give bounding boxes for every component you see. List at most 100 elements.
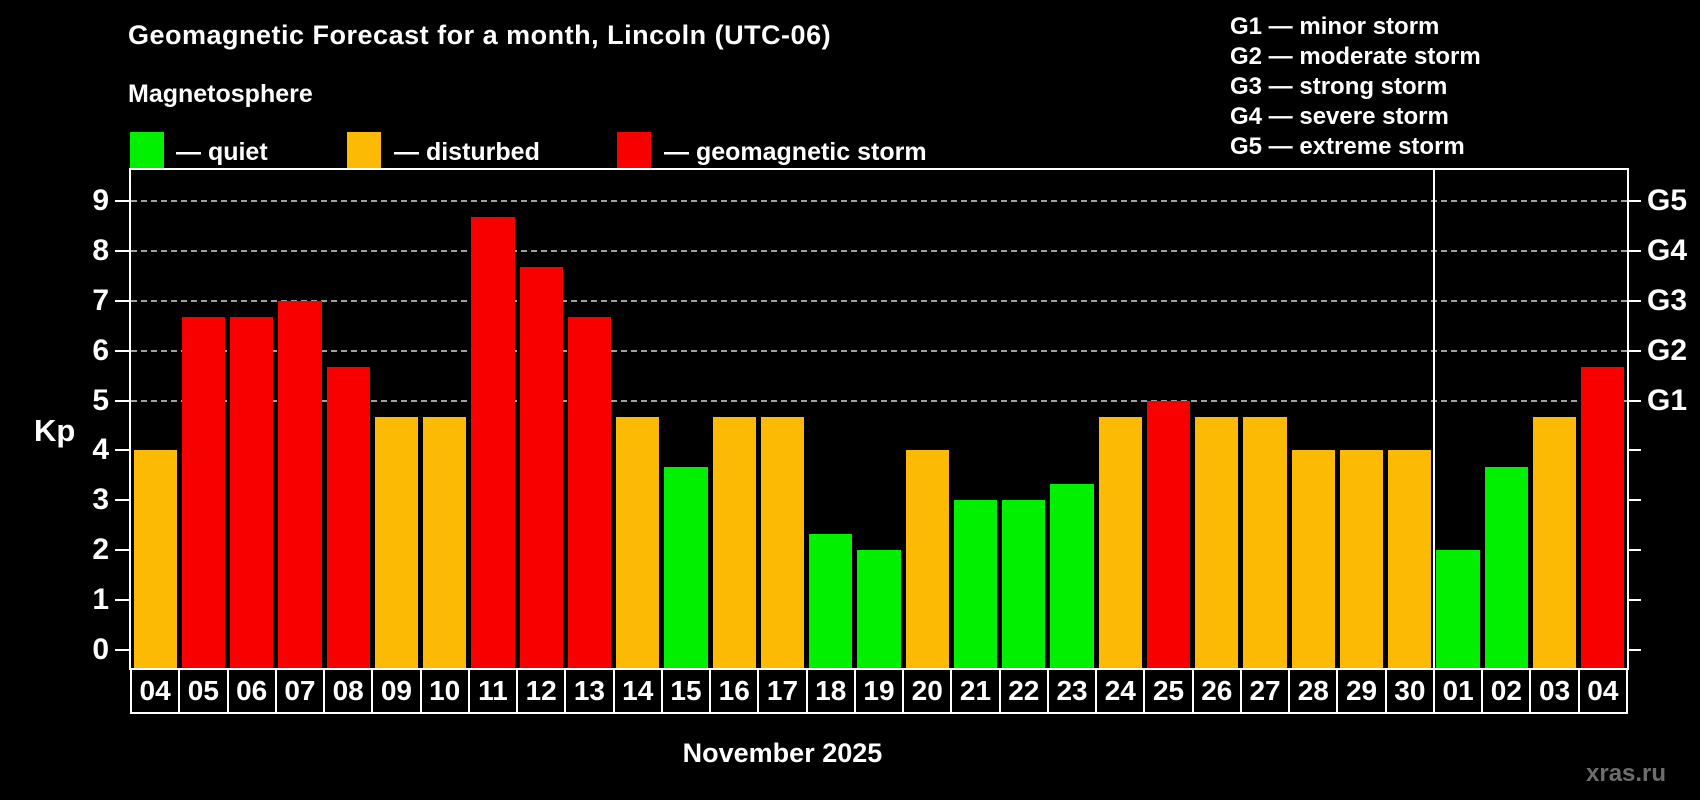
quiet-legend-label: — quiet (176, 138, 268, 166)
y-axis-title: Kp (34, 412, 76, 448)
date-label: 29 (1336, 668, 1387, 714)
date-label: 24 (1095, 668, 1146, 714)
y-axis-tick (115, 549, 129, 552)
kp-bar (1436, 550, 1480, 668)
kp-bar (1050, 483, 1094, 668)
date-label: 18 (805, 668, 856, 714)
g-axis-tick (1627, 199, 1641, 202)
date-label: 03 (1529, 668, 1580, 714)
g-axis-label-g1: G1 (1647, 383, 1688, 417)
kp-bar (1484, 466, 1528, 668)
month-separator-line (1432, 170, 1435, 668)
date-label: 26 (1191, 668, 1242, 714)
g-axis-tick (1627, 599, 1641, 602)
date-label: 27 (1239, 668, 1291, 714)
date-label: 08 (323, 668, 374, 714)
y-axis-tick-label: 3 (92, 483, 109, 517)
g-axis-tick (1627, 649, 1641, 652)
kp-bar (326, 367, 370, 668)
date-label: 04 (1577, 668, 1628, 714)
date-label: 22 (998, 668, 1049, 714)
y-axis-tick-label: 1 (92, 583, 109, 617)
kp-bar (1243, 417, 1287, 668)
y-axis-tick-label: 9 (92, 183, 109, 217)
kp-bar (905, 450, 949, 668)
date-label: 09 (371, 668, 422, 714)
g-axis-tick (1627, 249, 1641, 252)
g3-legend-line: G3 — strong storm (1230, 73, 1448, 100)
y-axis-tick (115, 599, 129, 602)
date-label: 25 (1143, 668, 1194, 714)
x-axis-month-label: November 2025 (682, 738, 883, 768)
kp-bar (1146, 400, 1191, 668)
y-axis-tick (115, 199, 129, 202)
kp-bar (230, 317, 274, 668)
kp-bar (471, 217, 515, 668)
quiet-color-swatch (130, 132, 164, 168)
kp-bar (760, 417, 805, 668)
kp-bar (1195, 417, 1239, 668)
kp-bar (567, 317, 612, 668)
date-label: 15 (660, 668, 712, 714)
chart-subtitle: Magnetosphere (128, 80, 313, 108)
kp-bar (1291, 450, 1335, 668)
y-axis-tick (115, 449, 129, 452)
y-axis-tick (115, 349, 129, 352)
date-label: 06 (226, 668, 277, 714)
date-label: 14 (612, 668, 663, 714)
y-axis-tick (115, 399, 129, 402)
g-axis-label-g2: G2 (1647, 333, 1688, 367)
date-label: 28 (1288, 668, 1339, 714)
plot-area (129, 168, 1629, 670)
kp-bar (519, 267, 563, 668)
g2-legend-line: G2 — moderate storm (1230, 43, 1481, 70)
g-axis-tick (1627, 449, 1641, 452)
chart-title: Geomagnetic Forecast for a month, Lincol… (128, 20, 832, 50)
y-axis-tick (115, 649, 129, 652)
kp-bar (1002, 500, 1046, 668)
kp-bar (616, 417, 660, 668)
date-label: 30 (1384, 668, 1435, 714)
y-axis-tick-label: 0 (92, 633, 109, 667)
date-label: 21 (950, 668, 1001, 714)
kp-bar (664, 466, 708, 668)
disturbed-color-swatch (347, 132, 381, 168)
kp-bar (1339, 450, 1384, 668)
g-axis-label-g4: G4 (1647, 233, 1688, 267)
g5-legend-line: G5 — extreme storm (1230, 133, 1465, 160)
y-axis-tick-label: 8 (92, 233, 109, 267)
kp-bar (181, 317, 225, 668)
kp-bar (374, 417, 419, 668)
gridline-kp-6 (131, 349, 1627, 352)
date-label: 10 (419, 668, 470, 714)
gridline-kp-5 (131, 399, 1627, 402)
storm-color-swatch (617, 132, 651, 168)
date-label: 11 (467, 668, 519, 714)
g-axis-tick (1627, 549, 1641, 552)
gridline-kp-9 (131, 199, 1627, 202)
storm-legend-label: — geomagnetic storm (664, 138, 927, 166)
g-scale-legend: G1 — minor storm G2 — moderate storm G3 … (1230, 12, 1481, 162)
kp-bar (278, 300, 322, 668)
date-label: 02 (1481, 668, 1532, 714)
gridline-kp-8 (131, 249, 1627, 252)
date-label: 16 (709, 668, 760, 714)
kp-bar (1098, 417, 1142, 668)
disturbed-legend-label: — disturbed (394, 138, 540, 166)
g1-legend-line: G1 — minor storm (1230, 13, 1440, 40)
date-label: 13 (564, 668, 615, 714)
watermark: xras.ru (1586, 760, 1667, 787)
kp-bar (423, 417, 467, 668)
kp-bar (712, 417, 756, 668)
g-axis-label-g5: G5 (1647, 183, 1688, 217)
date-label: 20 (902, 668, 953, 714)
kp-bar (1388, 450, 1432, 668)
y-axis-tick (115, 499, 129, 502)
date-label: 17 (757, 668, 808, 714)
g-axis-tick (1627, 299, 1641, 302)
g-axis-tick (1627, 349, 1641, 352)
g-axis-label-g3: G3 (1647, 283, 1688, 317)
kp-bar (809, 533, 853, 668)
y-axis-tick (115, 249, 129, 252)
g-axis-tick (1627, 399, 1641, 402)
